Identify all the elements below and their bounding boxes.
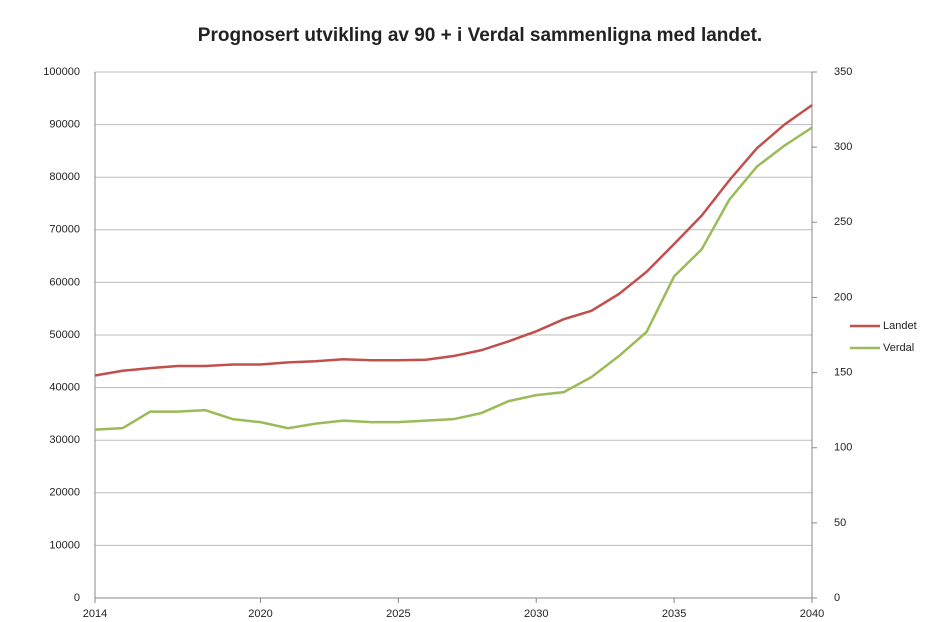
y-tick-label: 20000 <box>49 487 80 499</box>
y2-tick-label: 350 <box>834 66 852 78</box>
y-tick-label: 60000 <box>49 276 80 288</box>
x-tick-label: 2020 <box>248 608 272 620</box>
y-tick-label: 10000 <box>49 539 80 551</box>
y-tick-label: 30000 <box>49 434 80 446</box>
y-tick-label: 100000 <box>43 66 80 78</box>
legend-label: Verdal <box>883 342 914 354</box>
y-tick-label: 40000 <box>49 382 80 394</box>
y2-tick-label: 0 <box>834 592 840 604</box>
y2-tick-label: 200 <box>834 291 852 303</box>
y-tick-label: 50000 <box>49 329 80 341</box>
y2-tick-label: 150 <box>834 366 852 378</box>
y-tick-label: 80000 <box>49 171 80 183</box>
x-tick-label: 2035 <box>662 608 686 620</box>
y-tick-label: 70000 <box>49 224 80 236</box>
chart-title: Prognosert utvikling av 90 + i Verdal sa… <box>198 25 762 46</box>
y-tick-label: 0 <box>74 592 80 604</box>
series-line <box>94 104 813 377</box>
x-tick-label: 2040 <box>800 608 824 620</box>
x-tick-label: 2025 <box>386 608 410 620</box>
y2-tick-label: 100 <box>834 442 852 454</box>
legend-label: Landet <box>883 320 917 332</box>
y-tick-label: 90000 <box>49 119 80 131</box>
y2-tick-label: 300 <box>834 141 852 153</box>
y2-tick-label: 250 <box>834 216 852 228</box>
x-tick-label: 2014 <box>83 608 107 620</box>
x-tick-label: 2030 <box>524 608 548 620</box>
series-line <box>94 126 813 431</box>
y2-tick-label: 50 <box>834 517 846 529</box>
